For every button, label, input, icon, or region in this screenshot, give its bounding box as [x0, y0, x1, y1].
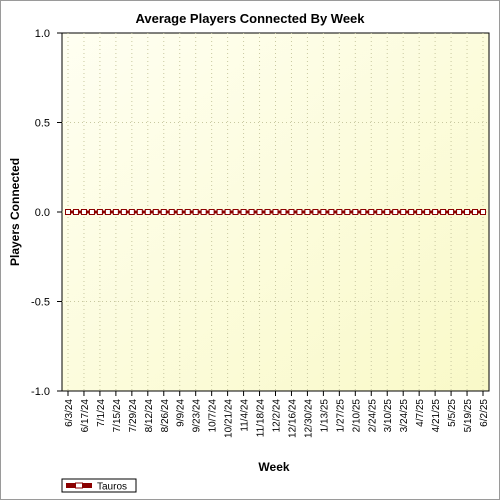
data-point	[328, 209, 335, 215]
data-point	[352, 209, 359, 215]
data-point	[256, 209, 263, 215]
data-point	[368, 209, 375, 215]
x-tick-label: 11/4/24	[240, 399, 251, 432]
data-point	[176, 209, 183, 215]
data-point	[72, 209, 79, 215]
x-tick-label: 12/16/24	[287, 399, 298, 438]
y-tick-label: 0.0	[35, 207, 50, 219]
x-tick-label: 11/18/24	[256, 399, 267, 438]
data-point	[408, 209, 415, 215]
x-tick-label: 5/5/25	[447, 399, 458, 427]
data-point	[184, 209, 191, 215]
x-tick-label: 9/23/24	[192, 399, 203, 433]
data-point	[192, 209, 199, 215]
data-point	[360, 209, 367, 215]
data-point	[264, 209, 271, 215]
legend-marker-swatch	[75, 482, 83, 489]
y-axis: 1.0 0.5 0.0 -0.5 -1.0	[31, 28, 62, 398]
data-point	[160, 209, 167, 215]
x-tick-label: 2/10/25	[351, 399, 362, 433]
data-point	[96, 209, 103, 215]
data-point	[480, 209, 486, 215]
x-tick-label: 7/29/24	[128, 399, 139, 433]
x-axis: 6/3/24 6/17/24 7/1/24 7/15/24 7/29/24 8/12/24…	[64, 391, 490, 438]
data-point	[336, 209, 343, 215]
y-axis-label: Players Connected	[8, 158, 22, 266]
x-tick-label: 9/9/24	[176, 399, 187, 427]
data-point	[376, 209, 383, 215]
data-point	[288, 209, 295, 215]
x-tick-label: 7/15/24	[112, 399, 123, 433]
data-point	[152, 209, 159, 215]
x-tick-label: 3/24/25	[399, 399, 410, 433]
x-tick-label: 8/12/24	[144, 399, 155, 433]
data-point	[104, 209, 111, 215]
data-point	[200, 209, 207, 215]
data-point	[112, 209, 119, 215]
x-tick-label: 6/3/24	[64, 399, 75, 427]
data-point	[472, 209, 479, 215]
data-point	[440, 209, 447, 215]
x-tick-label: 1/27/25	[335, 399, 346, 433]
data-point	[424, 209, 431, 215]
y-tick-label: 1.0	[35, 28, 50, 40]
data-point	[280, 209, 287, 215]
data-point	[80, 209, 87, 215]
legend-box	[61, 478, 137, 493]
x-tick-label: 3/10/25	[383, 399, 394, 433]
data-point	[400, 209, 407, 215]
x-tick-label: 6/17/24	[80, 399, 91, 433]
y-tick-label: 0.5	[35, 118, 50, 130]
data-point	[432, 209, 439, 215]
data-point	[456, 209, 463, 215]
x-tick-label: 4/21/25	[431, 399, 442, 433]
data-point	[240, 209, 247, 215]
data-point	[136, 209, 143, 215]
data-point	[88, 209, 95, 215]
y-tick-label: -0.5	[31, 297, 50, 309]
x-tick-label: 4/7/25	[415, 399, 426, 427]
x-tick-label: 10/21/24	[224, 399, 235, 438]
data-point	[448, 209, 455, 215]
data-point	[248, 209, 255, 215]
data-point	[208, 209, 215, 215]
data-point	[296, 209, 303, 215]
x-tick-label: 6/2/25	[479, 399, 490, 427]
data-point	[464, 209, 471, 215]
x-tick-label: 1/13/25	[319, 399, 330, 433]
data-point	[272, 209, 279, 215]
data-point	[312, 209, 319, 215]
data-point	[144, 209, 151, 215]
data-point	[392, 209, 399, 215]
data-point	[320, 209, 327, 215]
x-tick-label: 7/1/24	[96, 399, 107, 427]
x-tick-label: 5/19/25	[463, 399, 474, 433]
chart-title: Average Players Connected By Week	[135, 11, 365, 26]
legend: Tauros	[61, 478, 137, 493]
data-point	[216, 209, 223, 215]
data-point	[416, 209, 423, 215]
data-point	[168, 209, 175, 215]
x-axis-label: Week	[258, 460, 289, 474]
data-point	[128, 209, 135, 215]
x-tick-label: 12/30/24	[303, 399, 314, 438]
x-tick-label: 10/7/24	[208, 399, 219, 433]
data-point	[232, 209, 239, 215]
x-tick-label: 8/26/24	[160, 399, 171, 433]
y-tick-label: -1.0	[31, 386, 50, 398]
data-point	[120, 209, 127, 215]
x-tick-label: 2/24/25	[367, 399, 378, 433]
data-point	[384, 209, 391, 215]
data-point	[224, 209, 231, 215]
legend-label-tauros: Tauros	[97, 482, 127, 493]
data-point	[304, 209, 311, 215]
series-tauros	[65, 209, 486, 215]
data-point	[65, 209, 71, 215]
data-point	[344, 209, 351, 215]
x-tick-label: 12/2/24	[272, 399, 283, 433]
